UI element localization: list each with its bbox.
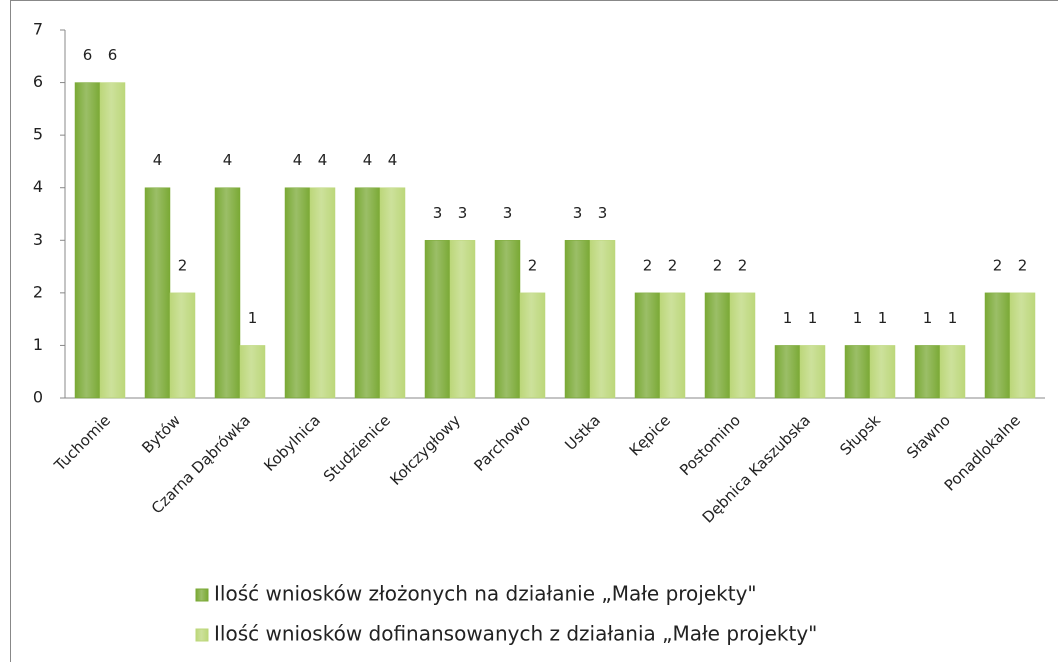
bar (449, 240, 476, 399)
data-label: 2 (178, 256, 188, 274)
bar (799, 345, 826, 399)
bar (214, 187, 241, 399)
x-tick-label: Bytów (138, 411, 184, 457)
x-tick-label: Sławno (903, 411, 954, 462)
x-tick-label: Studzienice (320, 411, 394, 485)
data-label: 2 (668, 256, 678, 274)
bar (914, 345, 941, 399)
bar (379, 187, 406, 399)
data-label: 4 (318, 151, 328, 169)
bar (74, 82, 101, 399)
bar (494, 240, 521, 399)
bar (1009, 292, 1036, 399)
bar (284, 187, 311, 399)
data-label: 2 (1018, 256, 1028, 274)
data-label: 2 (993, 256, 1003, 274)
bar (564, 240, 591, 399)
bar (844, 345, 871, 399)
bar (589, 240, 616, 399)
y-tick-label: 5 (33, 125, 43, 144)
data-label: 4 (293, 151, 303, 169)
data-label: 2 (528, 256, 538, 274)
data-label: 2 (713, 256, 723, 274)
data-label: 3 (433, 204, 443, 222)
data-label: 4 (223, 151, 233, 169)
x-tick-label: Ustka (561, 411, 604, 454)
bar (704, 292, 731, 399)
data-label: 6 (108, 46, 118, 64)
y-tick-label: 1 (33, 335, 43, 354)
x-tick-label: Parchowo (471, 411, 534, 474)
bar (984, 292, 1011, 399)
x-tick-label: Postomino (676, 411, 744, 479)
bar (169, 292, 196, 399)
bar (99, 82, 126, 399)
y-tick-label: 0 (33, 388, 43, 407)
bar (309, 187, 336, 399)
data-label: 4 (153, 151, 163, 169)
data-label: 1 (923, 309, 933, 327)
data-label: 4 (388, 151, 398, 169)
data-label: 1 (853, 309, 863, 327)
bar (519, 292, 546, 399)
bar (869, 345, 896, 399)
x-tick-label: Kobylnica (260, 411, 324, 475)
bar (634, 292, 661, 399)
data-label: 1 (808, 309, 818, 327)
data-label: 3 (458, 204, 468, 222)
data-label: 3 (573, 204, 583, 222)
legend-label: Ilość wniosków dofinansowanych z działan… (214, 622, 817, 646)
y-tick-label: 2 (33, 282, 43, 301)
legend-swatch (195, 628, 209, 642)
bar (144, 187, 171, 399)
bar (354, 187, 381, 399)
data-label: 3 (503, 204, 513, 222)
data-label: 4 (363, 151, 373, 169)
bar (424, 240, 451, 399)
data-label: 3 (598, 204, 608, 222)
data-label: 1 (878, 309, 888, 327)
data-label: 2 (738, 256, 748, 274)
bar (774, 345, 801, 399)
legend-swatch (195, 588, 209, 602)
x-tick-label: Kępice (626, 411, 674, 459)
bar (239, 345, 266, 399)
data-label: 1 (948, 309, 958, 327)
y-tick-label: 4 (33, 177, 43, 196)
bar (939, 345, 966, 399)
y-tick-label: 3 (33, 230, 43, 249)
bar (659, 292, 686, 399)
x-tick-label: Tuchomie (50, 411, 114, 475)
x-tick-label: Słupsk (836, 411, 884, 459)
bar (729, 292, 756, 399)
data-label: 1 (248, 309, 258, 327)
data-label: 2 (643, 256, 653, 274)
y-tick-label: 6 (33, 72, 43, 91)
legend-label: Ilość wniosków złożonych na działanie „M… (214, 582, 757, 606)
y-tick-label: 7 (33, 20, 43, 39)
data-label: 6 (83, 46, 93, 64)
data-label: 1 (783, 309, 793, 327)
chart-frame (10, 0, 1058, 662)
x-tick-label: Kołczygłowy (386, 411, 464, 489)
